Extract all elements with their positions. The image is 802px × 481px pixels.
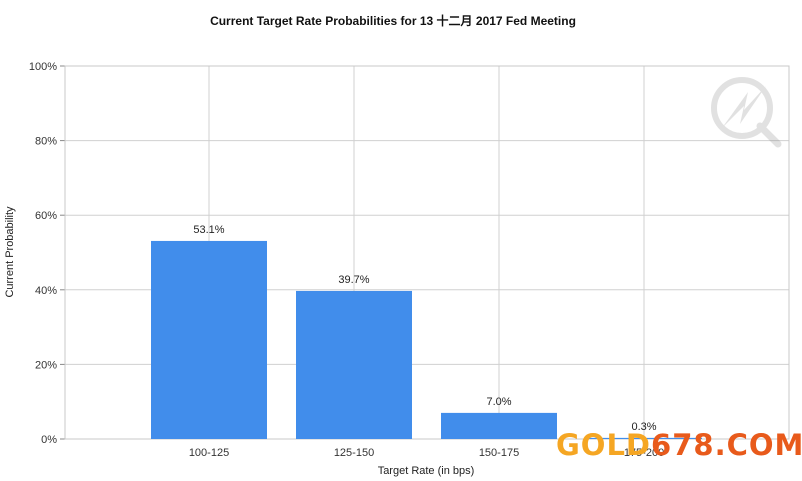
- y-tick-label: 80%: [35, 136, 57, 148]
- bar-125-150[interactable]: [296, 290, 412, 439]
- x-tick-label: 150-175: [479, 447, 519, 459]
- y-tick-label: 60%: [35, 210, 57, 222]
- watermark-com: .COM: [715, 428, 802, 462]
- y-tick-label: 20%: [35, 359, 57, 371]
- watermark: GOLD678.COM: [556, 428, 802, 462]
- bar-175-200[interactable]: [586, 437, 702, 439]
- x-tick-label: 125-150: [334, 447, 374, 459]
- y-tick-label: 100%: [29, 61, 57, 73]
- y-tick-label: 0%: [41, 434, 57, 446]
- bars: [151, 240, 702, 439]
- plot-area: [64, 65, 790, 440]
- data-label: 39.7%: [338, 274, 369, 286]
- chart-title: Current Target Rate Probabilities for 13…: [210, 13, 576, 28]
- q-lightning-logo-icon: [711, 77, 782, 148]
- bar-100-125[interactable]: [151, 240, 267, 439]
- x-tick-label: 175-200: [624, 447, 664, 459]
- x-tick-label: 100-125: [189, 447, 229, 459]
- bar-150-175[interactable]: [441, 412, 557, 439]
- y-axis-label: Current Probability: [4, 206, 16, 298]
- y-axis-ticks: 0% 20% 40% 60% 80% 100%: [29, 61, 57, 446]
- data-label: 7.0%: [486, 396, 511, 408]
- x-axis-ticks: 100-125 125-150 150-175 175-200: [189, 447, 664, 459]
- y-tick-label: 40%: [35, 285, 57, 297]
- data-label: 53.1%: [193, 224, 224, 236]
- data-label: 0.3%: [631, 421, 656, 433]
- watermark-gold: GOLD: [556, 428, 651, 462]
- x-axis-label: Target Rate (in bps): [378, 465, 475, 477]
- data-labels: 53.1% 39.7% 7.0% 0.3%: [193, 224, 656, 433]
- watermark-number: 678: [651, 428, 715, 462]
